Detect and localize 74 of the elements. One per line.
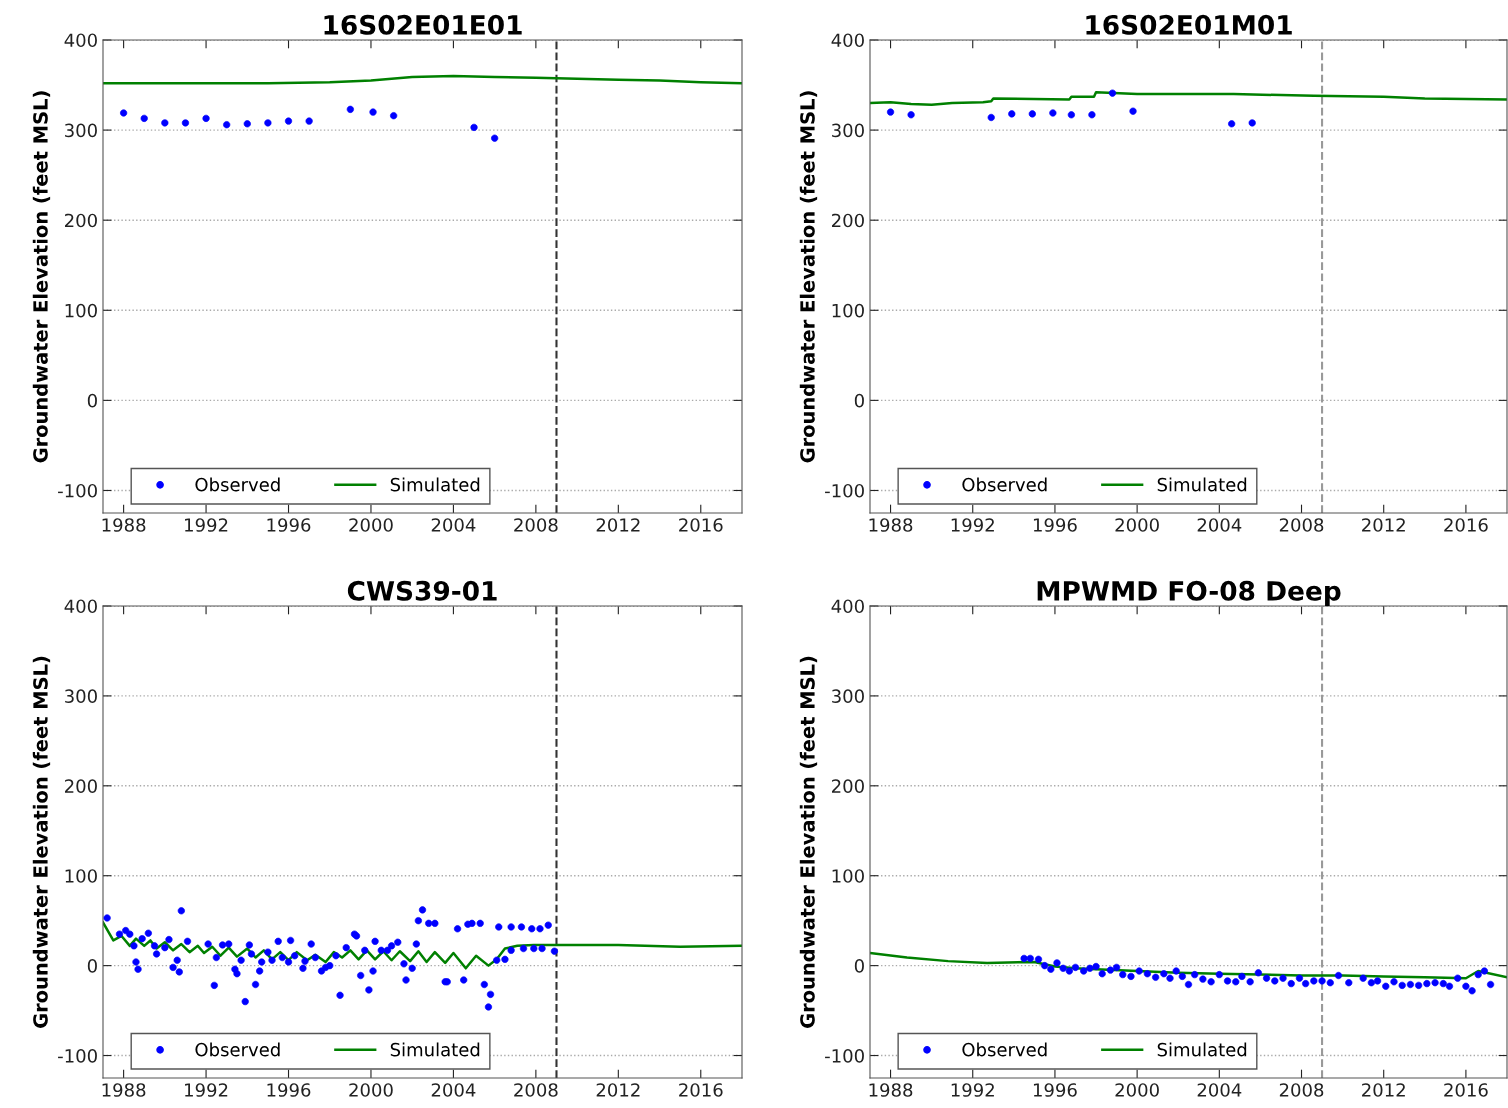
x-tick-label: 2016 xyxy=(679,518,723,532)
x-tick-label: 1992 xyxy=(185,1083,228,1097)
x-tick-label: 1988 xyxy=(102,518,146,532)
x-tick-label: 2004 xyxy=(431,518,476,532)
chart-title: CWS39-01 xyxy=(347,580,497,601)
line-series xyxy=(103,74,742,85)
y-tick-label: 400 xyxy=(64,33,97,48)
y-axis-title: Groundwater Elevation (feet MSL) xyxy=(799,656,818,1028)
legend-label: Observed xyxy=(195,1042,280,1057)
y-tick-label: 100 xyxy=(65,303,97,318)
x-tick-label: 2000 xyxy=(1115,1083,1159,1097)
x-tick-label: 1996 xyxy=(267,1083,311,1097)
legend-label: Observed xyxy=(962,477,1047,492)
y-tick-label: -100 xyxy=(825,1048,864,1063)
y-tick-label: 400 xyxy=(831,33,864,48)
y-tick-label: -100 xyxy=(58,1048,97,1063)
chart-title: 16S02E01M01 xyxy=(1086,14,1292,35)
x-tick-label: 1992 xyxy=(951,1083,994,1097)
chart-title: MPWMD FO-08 Deep xyxy=(1037,580,1341,606)
x-tick-label: 2012 xyxy=(596,1083,640,1097)
legend-label: Observed xyxy=(962,1042,1047,1057)
x-tick-label: 2016 xyxy=(679,1083,723,1097)
y-tick-label: 0 xyxy=(87,393,97,408)
x-tick-label: 2008 xyxy=(1279,1083,1324,1097)
y-tick-label: 0 xyxy=(854,393,864,408)
y-tick-label: 200 xyxy=(832,779,864,793)
x-tick-label: 2012 xyxy=(1362,518,1405,532)
legend-label: Simulated xyxy=(390,1042,480,1057)
x-tick-label: 1992 xyxy=(185,518,228,532)
x-tick-label: 2000 xyxy=(349,518,393,532)
y-tick-label: 400 xyxy=(831,599,864,614)
y-tick-label: 300 xyxy=(832,689,864,704)
y-tick-label: -100 xyxy=(825,483,864,498)
y-tick-label: 400 xyxy=(64,599,97,614)
x-tick-label: 2004 xyxy=(1197,518,1242,532)
y-axis-title: Groundwater Elevation (feet MSL) xyxy=(32,91,51,463)
y-axis-title: Groundwater Elevation (feet MSL) xyxy=(32,656,51,1028)
y-tick-label: 300 xyxy=(65,123,97,138)
y-tick-label: 100 xyxy=(832,869,864,883)
y-tick-label: 100 xyxy=(65,869,97,883)
y-tick-label: 0 xyxy=(854,959,864,973)
y-tick-label: 200 xyxy=(832,213,864,228)
x-tick-label: 1988 xyxy=(869,1083,913,1097)
chart-title: 16S02E01E01 xyxy=(324,14,522,35)
legend-label: Simulated xyxy=(390,477,480,492)
x-tick-label: 2000 xyxy=(1115,518,1159,532)
y-tick-label: 200 xyxy=(65,213,97,228)
x-tick-label: 2004 xyxy=(1197,1083,1242,1097)
x-tick-label: 2008 xyxy=(514,518,558,532)
x-tick-label: 2004 xyxy=(431,1083,476,1097)
x-tick-label: 1988 xyxy=(102,1083,146,1097)
line-series xyxy=(870,91,1507,107)
x-tick-label: 2012 xyxy=(1362,1083,1405,1097)
x-tick-label: 2016 xyxy=(1444,518,1488,532)
y-tick-label: 300 xyxy=(65,689,97,704)
x-tick-label: 1988 xyxy=(869,518,913,532)
y-tick-label: 0 xyxy=(87,959,97,973)
x-tick-label: 1996 xyxy=(1033,1083,1077,1097)
x-tick-label: 2008 xyxy=(1279,518,1324,532)
y-tick-label: 200 xyxy=(65,779,97,793)
y-axis-title: Groundwater Elevation (feet MSL) xyxy=(799,91,818,463)
y-tick-label: -100 xyxy=(58,483,97,498)
y-tick-label: 300 xyxy=(832,123,864,138)
legend-label: Observed xyxy=(195,477,280,492)
x-tick-label: 1996 xyxy=(1033,518,1077,532)
x-tick-label: 1996 xyxy=(267,518,311,532)
x-tick-label: 2016 xyxy=(1444,1083,1488,1097)
legend-label: Simulated xyxy=(1157,477,1247,492)
x-tick-label: 2008 xyxy=(514,1083,558,1097)
x-tick-label: 1992 xyxy=(951,518,994,532)
x-tick-label: 2000 xyxy=(349,1083,393,1097)
legend-label: Simulated xyxy=(1157,1042,1247,1057)
x-tick-label: 2012 xyxy=(596,518,640,532)
y-tick-label: 100 xyxy=(832,303,864,318)
